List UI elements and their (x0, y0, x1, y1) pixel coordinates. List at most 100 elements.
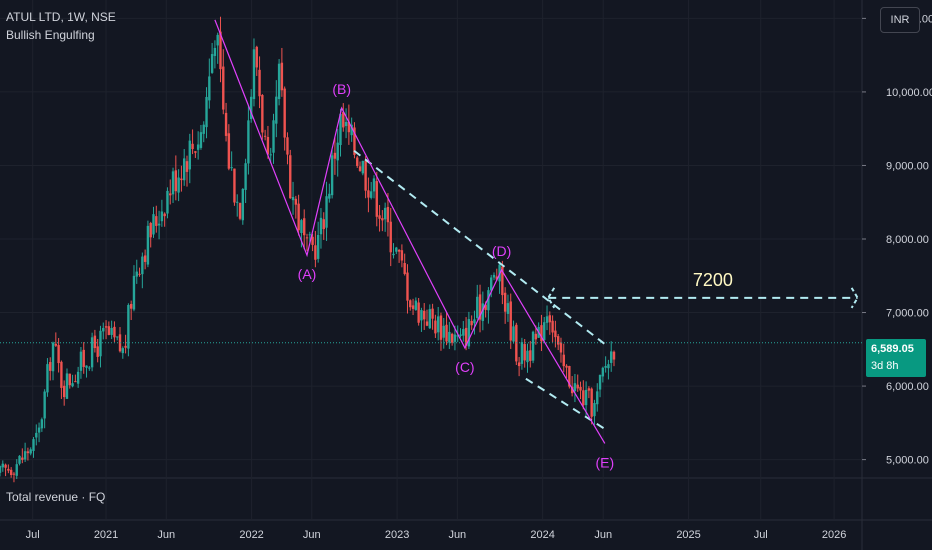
bear-candle (143, 255, 147, 262)
bear-candle (570, 386, 574, 394)
bull-candle (531, 331, 535, 361)
x-tick-label: Jul (754, 529, 768, 541)
bull-candle (90, 337, 94, 368)
bull-candle (71, 383, 74, 387)
target-label: 7200 (693, 270, 733, 290)
bear-candle (590, 388, 593, 417)
bull-candle (205, 96, 208, 128)
bear-candle (534, 333, 538, 340)
bear-candle (554, 330, 557, 338)
bear-candle (347, 121, 351, 133)
bear-candle (565, 365, 568, 368)
revenue-pane-label[interactable]: Total revenue · FQ (6, 490, 106, 504)
bear-candle (431, 308, 434, 319)
wave-path (214, 19, 606, 444)
bull-candle (249, 96, 253, 119)
bull-candle (584, 389, 588, 406)
bear-candle (149, 222, 152, 238)
bear-candle (425, 321, 429, 326)
bear-candle (551, 320, 554, 333)
bull-candle (336, 142, 339, 161)
bear-candle (286, 137, 289, 155)
bear-candle (258, 69, 261, 97)
symbol-title[interactable]: ATUL LTD, 1W, NSE (6, 10, 116, 24)
bull-candle (308, 234, 311, 236)
bear-candle (378, 215, 381, 219)
bull-candle (506, 303, 510, 314)
bear-candle (219, 31, 222, 70)
bear-candle (104, 326, 108, 328)
bear-candle (523, 344, 526, 361)
target-arrow-right (850, 287, 859, 309)
bull-candle (1, 463, 4, 468)
bull-candle (467, 319, 471, 347)
price-axis[interactable]: 5,000.00 6,000.00 7,000.00 8,000.00 9,000.00… (862, 13, 932, 467)
bear-candle (303, 218, 306, 236)
bull-candle (344, 121, 348, 127)
indicator-title[interactable]: Bullish Engulfing (6, 28, 95, 42)
bull-candle (210, 54, 214, 73)
x-tick-label: 2021 (94, 529, 118, 541)
bull-candle (152, 214, 155, 235)
bull-candle (65, 373, 69, 399)
bull-candle (607, 364, 610, 369)
currency-button[interactable]: INR (880, 7, 920, 33)
bear-candle (501, 266, 504, 296)
bear-candle (57, 345, 60, 364)
bull-candle (35, 432, 38, 438)
bear-candle (266, 137, 270, 155)
time-axis[interactable]: Jul 2021 Jun 2022 Jun 2023 Jun 2024 Jun 2025 Jul 20… (26, 529, 847, 541)
bear-candle (129, 303, 133, 309)
bull-candle (526, 350, 529, 363)
x-tick-label: 2024 (530, 529, 554, 541)
bear-candle (113, 326, 116, 338)
bear-candle (495, 276, 498, 280)
bear-candle (54, 343, 58, 346)
bear-candle (517, 362, 521, 367)
bull-candle (79, 351, 83, 371)
bear-candle (314, 245, 317, 260)
bear-candle (389, 221, 392, 253)
bear-candle (568, 366, 571, 387)
bull-candle (543, 322, 546, 341)
y-tick-label: 9,000.00 (886, 160, 929, 172)
bull-candle (428, 309, 432, 329)
bear-candle (484, 304, 487, 310)
bull-candle (436, 316, 440, 333)
wave-label: (B) (332, 81, 351, 97)
bear-candle (529, 350, 532, 361)
bull-candle (157, 223, 161, 226)
bear-candle (333, 152, 337, 159)
bull-candle (291, 196, 295, 201)
bull-candle (202, 124, 205, 134)
bull-candle (141, 256, 144, 275)
bull-candle (183, 158, 186, 181)
bear-candle (579, 386, 582, 391)
bear-candle (478, 294, 482, 320)
bear-candle (9, 469, 13, 475)
bull-candle (199, 132, 203, 148)
bull-candle (213, 47, 217, 56)
bull-candle (15, 464, 18, 476)
bull-candle (216, 34, 219, 46)
bear-candle (124, 345, 127, 348)
candlestick-series (0, 16, 616, 483)
wave-label: (D) (492, 243, 511, 259)
bear-candle (294, 198, 298, 205)
bull-candle (325, 196, 328, 228)
bear-candle (548, 315, 552, 323)
bull-candle (300, 220, 303, 233)
bull-candle (442, 325, 445, 338)
y-tick-label: 10,000.00 (886, 87, 932, 99)
bull-candle (339, 113, 342, 146)
bull-candle (601, 367, 605, 377)
bull-candle (277, 63, 281, 100)
bear-candle (96, 346, 99, 357)
bull-candle (121, 348, 125, 354)
bear-candle (107, 326, 111, 335)
bear-candle (423, 310, 426, 320)
x-tick-label: 2026 (822, 529, 846, 541)
bull-candle (383, 207, 387, 220)
bear-candle (582, 390, 585, 406)
